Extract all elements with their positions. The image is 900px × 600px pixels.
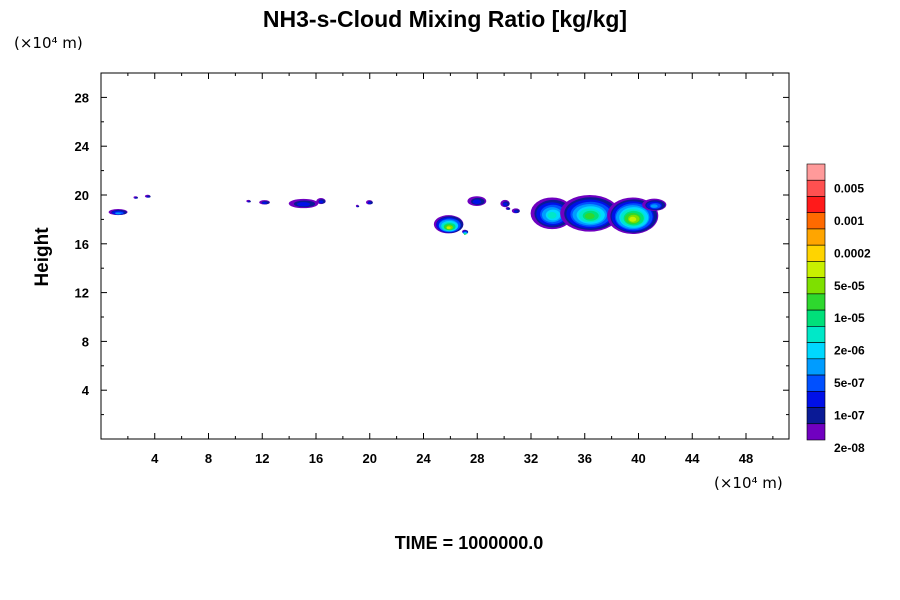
colorbar-swatch [806,374,826,392]
plot-frame [100,72,790,440]
colorbar-label: 1e-07 [834,409,865,423]
x-tick-label: 16 [309,451,323,466]
y-tick-label: 4 [82,383,90,398]
y-tick-label: 16 [75,237,89,252]
contour-level [318,200,324,204]
y-axis-label: Height [32,227,53,287]
colorbar-swatch [806,390,826,408]
contour-level [446,226,451,230]
colorbar-swatch [806,342,826,360]
contour-level [584,213,595,220]
colorbar-label: 5e-05 [834,279,865,293]
colorbar-swatch [806,423,826,441]
colorbar-label: 0.005 [834,181,864,195]
colorbar-swatch [806,228,826,246]
colorbar-label: 0.001 [834,214,864,228]
contour-level [650,204,658,208]
contour-level [296,202,311,207]
x-tick-label: 44 [685,451,700,466]
contour-level [472,199,482,204]
colorbar-label: 5e-07 [834,376,865,390]
colorbar-swatch [806,212,826,230]
contour-level [465,233,467,235]
x-axis-unit: (×10⁴ m) [714,474,783,492]
colorbar-swatch [806,163,826,181]
x-tick-label: 8 [205,451,212,466]
colorbar-swatch [806,309,826,327]
cloud-patch [355,204,360,208]
contour-level [506,208,509,210]
contour-level [247,201,250,203]
time-label: TIME = 1000000.0 [395,533,544,553]
y-tick-label: 12 [75,286,89,301]
contour-level [502,202,508,206]
contour-level [262,202,267,204]
contour-level [629,216,637,222]
x-tick-label: 48 [739,451,753,466]
colorbar-label: 2e-08 [834,441,865,455]
x-tick-label: 4 [151,451,159,466]
contour-level [146,196,149,198]
cloud-patch [259,200,270,205]
cloud-patch [511,208,520,214]
contour-level [115,212,121,215]
cloud-patch [505,206,511,210]
chart-title: NH3-s-Cloud Mixing Ratio [kg/kg] [263,6,627,32]
cloud-patch [144,194,151,198]
y-tick-label: 24 [75,139,90,154]
colorbar-swatch [806,179,826,197]
colorbar-swatch [806,244,826,262]
x-tick-label: 40 [631,451,645,466]
x-tick-label: 36 [578,451,592,466]
cloud-patch [133,196,138,199]
x-tick-label: 20 [363,451,377,466]
colorbar: 0.005 0.001 0.0002 5e-05 1e-05 2e-06 5e-07 1e-0… [806,163,871,455]
y-tick-label: 8 [82,334,89,349]
y-tick-label: 28 [75,90,89,105]
colorbar-swatch [806,261,826,278]
colorbar-label: 1e-05 [834,311,865,325]
colorbar-swatch [806,196,826,214]
cloud-patch [467,196,487,206]
cloud-patch [365,200,373,205]
colorbar-swatch [806,358,826,376]
cloud-patch [462,229,469,235]
contour-level [547,212,557,219]
x-tick-label: 32 [524,451,538,466]
cloud-patch [316,198,326,205]
y-axis-unit: (×10⁴ m) [14,34,83,52]
colorbar-label: 0.0002 [834,246,871,260]
x-tick-label: 12 [255,451,269,466]
contour-level [464,233,466,235]
x-tick-label: 28 [470,451,484,466]
x-tick-label: 24 [416,451,431,466]
cloud-patch [500,199,510,208]
colorbar-swatch [806,293,826,311]
y-tick-label: 20 [75,188,89,203]
colorbar-label: 2e-06 [834,344,865,358]
cloud-patch [288,198,319,209]
cloud-contours [108,194,667,235]
cloud-patch [433,215,464,234]
cloud-patch [108,209,128,216]
colorbar-swatch [806,326,826,343]
contour-level [134,197,137,199]
cloud-patch [642,198,667,211]
colorbar-swatch [806,407,826,425]
colorbar-swatch [806,277,826,295]
cloud-patch [246,199,251,203]
contour-level [356,206,358,208]
cloud-patch [560,195,620,232]
contour-level [514,210,518,213]
contour-level [367,202,371,204]
